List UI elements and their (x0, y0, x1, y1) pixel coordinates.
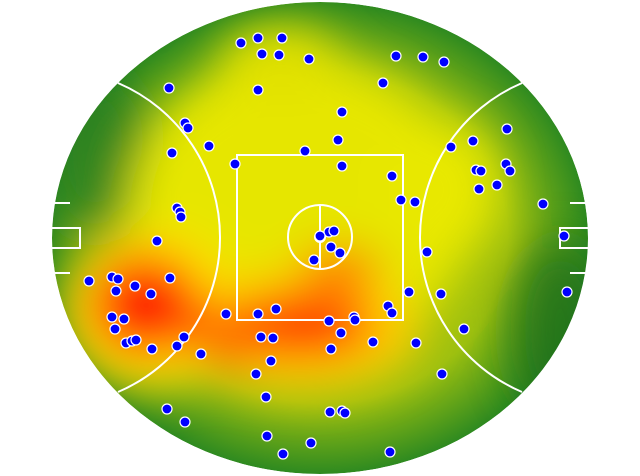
point (349, 314, 361, 326)
point (130, 334, 142, 346)
point (166, 147, 178, 159)
point (367, 336, 379, 348)
point (195, 348, 207, 360)
point (277, 448, 289, 460)
point (299, 145, 311, 157)
point (537, 198, 549, 210)
point (417, 51, 429, 63)
point (384, 446, 396, 458)
field-lines (52, 82, 588, 393)
point (145, 288, 157, 300)
point (410, 337, 422, 349)
point (467, 135, 479, 147)
points (83, 32, 573, 460)
point (161, 403, 173, 415)
point (445, 141, 457, 153)
point (335, 327, 347, 339)
point (83, 275, 95, 287)
point (261, 430, 273, 442)
point (182, 122, 194, 134)
point (403, 286, 415, 298)
point (377, 77, 389, 89)
point (179, 416, 191, 428)
point (146, 343, 158, 355)
point (256, 48, 268, 60)
point (178, 331, 190, 343)
point (118, 313, 130, 325)
point (305, 437, 317, 449)
point (504, 165, 516, 177)
point (276, 32, 288, 44)
point (325, 241, 337, 253)
point (235, 37, 247, 49)
point (558, 230, 570, 242)
point (332, 134, 344, 146)
point (325, 343, 337, 355)
point (106, 311, 118, 323)
point (129, 280, 141, 292)
point (252, 308, 264, 320)
point (421, 246, 433, 258)
point (164, 272, 176, 284)
point (438, 56, 450, 68)
point (163, 82, 175, 94)
point (252, 84, 264, 96)
point (475, 165, 487, 177)
point (395, 194, 407, 206)
point (436, 368, 448, 380)
point (328, 225, 340, 237)
point (386, 170, 398, 182)
point (336, 106, 348, 118)
point (561, 286, 573, 298)
point (270, 303, 282, 315)
point (112, 273, 124, 285)
point (255, 331, 267, 343)
point (409, 196, 421, 208)
point (336, 160, 348, 172)
point (303, 53, 315, 65)
point (334, 247, 346, 259)
point (175, 211, 187, 223)
point (339, 407, 351, 419)
point (171, 340, 183, 352)
point (203, 140, 215, 152)
point (473, 183, 485, 195)
point (323, 315, 335, 327)
point (491, 179, 503, 191)
point (390, 50, 402, 62)
heat-layer (52, 2, 588, 474)
point (229, 158, 241, 170)
point (273, 49, 285, 61)
point (308, 254, 320, 266)
point (250, 368, 262, 380)
point (501, 123, 513, 135)
point (435, 288, 447, 300)
point (109, 323, 121, 335)
point (386, 307, 398, 319)
point (110, 285, 122, 297)
point (324, 406, 336, 418)
point (260, 391, 272, 403)
point (265, 355, 277, 367)
point (458, 323, 470, 335)
point (267, 332, 279, 344)
point (314, 230, 326, 242)
point (220, 308, 232, 320)
point (252, 32, 264, 44)
point (151, 235, 163, 247)
